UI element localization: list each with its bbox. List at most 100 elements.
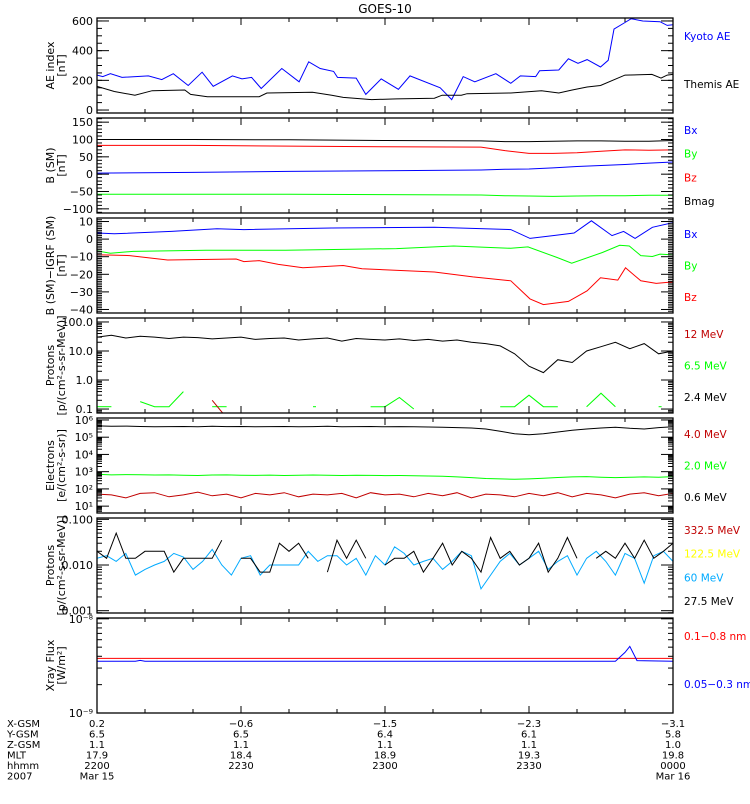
legend-label: 6.5 MeV [684,361,728,373]
panel-frame [96,617,674,714]
legend-label: 0.1−0.8 nm [684,631,746,643]
legend-label: Bz [684,292,697,304]
series-line-by [97,244,673,264]
y-axis-label: [p/(cm²-s-sr-MeV)] [55,516,68,616]
ephemeris-value-date: Mar 15 [80,772,115,783]
series-line-bz [97,254,673,306]
panel-2: −100 −50 0 50 100 150 B (SM)[nT] Bx By Bz Bmag [44,116,715,216]
ephemeris-row-label: Z-GSM [7,740,40,751]
legend-label: 2.4 MeV [684,392,728,404]
panel-6: 0.001 0.010 0.100 Protons[p/(cm²-s-sr-MeV)]… [44,513,741,617]
panel-4: 0.1 1.0 10.0 100.0 Protons[p/(cm²-s-sr-MeV)]… [44,316,728,417]
legend-label: Themis AE [683,79,739,91]
ephemeris-value-hhmm: 0000 [660,761,685,772]
series-line-bx [97,220,673,239]
ephemeris-value-mlt: 19.8 [662,751,684,762]
y-tick-label: 0 [86,168,93,181]
series-line-kyoto-ae [97,18,673,101]
y-axis-label: [nT] [55,54,68,76]
y-tick-label: 0 [86,233,93,246]
ephemeris-value-x-gsm: −2.3 [517,719,541,730]
panel-frame [96,317,674,414]
series-line-bmag [97,139,673,143]
y-tick-label: −20 [70,268,93,281]
series-line-bx [97,161,673,174]
ephemeris-value-mlt: 17.9 [86,751,108,762]
y-axis-label: Electrons [44,440,57,491]
ephemeris-value-hhmm: 2300 [372,761,397,772]
y-axis-label: AE index [44,41,57,90]
ephemeris-row-label: 2007 [7,772,32,783]
y-tick-label: −50 [70,186,93,199]
panel-frame [96,117,674,214]
y-tick-label: 0.100 [62,513,94,526]
y-tick-label: 10⁴ [75,448,94,461]
series-line-0-05-0-3-nm [97,645,673,662]
legend-label: 0.6 MeV [684,492,728,504]
legend-label: Bx [684,125,697,137]
y-axis-label: Protons [44,545,57,586]
ephemeris-value-x-gsm: 0.2 [89,719,105,730]
y-tick-label: 50 [79,151,93,164]
legend-label: 27.5 MeV [684,596,734,608]
y-axis-label: B (SM) [44,147,57,183]
y-tick-label: 100.0 [62,316,94,329]
ephemeris-value-y-gsm: 6.4 [377,730,393,741]
y-tick-label: 100 [72,133,93,146]
ephemeris-table: X-GSMY-GSMZ-GSMMLThhmm20070.26.51.117.92… [6,719,690,783]
ephemeris-value-z-gsm: 1.1 [233,740,249,751]
y-tick-label: 600 [72,15,93,28]
ephemeris-value-date: Mar 16 [656,772,691,783]
series-line-themis-ae [97,73,673,101]
ephemeris-value-x-gsm: −1.5 [373,719,397,730]
panel-5: 10¹ 10² 10³ 10⁴ 10⁵ 10⁶ Electrons[e/(cm²-s-sr)… [44,414,728,514]
series-line-6-5-mev [586,392,616,408]
y-axis-label: [p/(cm²-s-sr-MeV)] [55,316,68,416]
legend-label: Bx [684,229,697,241]
y-tick-label: −40 [70,303,93,316]
y-tick-label: 200 [72,74,93,87]
y-tick-label: 0.010 [62,559,94,572]
ephemeris-value-y-gsm: 6.5 [233,730,249,741]
panel-1: 0 200 400 600 AE index[nT] Kyoto AE Themis AE [44,15,739,117]
ephemeris-value-z-gsm: 1.1 [89,740,105,751]
ephemeris-value-z-gsm: 1.1 [377,740,393,751]
ephemeris-value-y-gsm: 6.5 [89,730,105,741]
legend-label: 0.05−0.3 nm [684,679,750,691]
y-tick-label: 10.0 [69,345,94,358]
y-tick-label: 10² [75,483,93,496]
legend-label: 122.5 MeV [684,549,741,561]
y-tick-label: 1.0 [76,374,94,387]
y-axis-label: B (SM)−IGRF (SM) [44,216,57,316]
y-tick-label: −30 [70,286,93,299]
series-line-27-5-mev [595,539,673,560]
legend-label: 2.0 MeV [684,461,728,473]
y-tick-label: 400 [72,45,93,58]
ephemeris-value-z-gsm: 1.0 [665,740,681,751]
series-line-2-0-mev [97,473,673,480]
legend-label: Bmag [684,196,715,208]
legend-label: 332.5 MeV [684,525,741,537]
legend-label: Bz [684,172,697,184]
panel-frame [96,217,674,314]
y-tick-label: 10⁶ [75,414,94,427]
series-line-12-mev [211,399,224,413]
ephemeris-row-label: hhmm [7,761,39,772]
legend-label: By [684,149,697,161]
legend-label: By [684,261,697,273]
series-line-27-5-mev [241,542,309,573]
ephemeris-row-label: Y-GSM [6,730,39,741]
ephemeris-row-label: X-GSM [7,719,40,730]
y-tick-label: 0.001 [62,605,94,618]
y-axis-label: Protons [44,345,57,386]
ephemeris-value-hhmm: 2230 [228,761,253,772]
ephemeris-value-x-gsm: −0.6 [229,719,253,730]
series-line-0-6-mev [97,425,673,436]
y-tick-label: 150 [72,116,93,129]
series-line-bz [97,144,673,154]
series-line-6-5-mev [140,391,184,408]
y-axis-label: Xray Flux [44,639,57,691]
y-axis-label: [W/m²] [55,646,68,684]
series-line-27-5-mev [97,531,223,574]
